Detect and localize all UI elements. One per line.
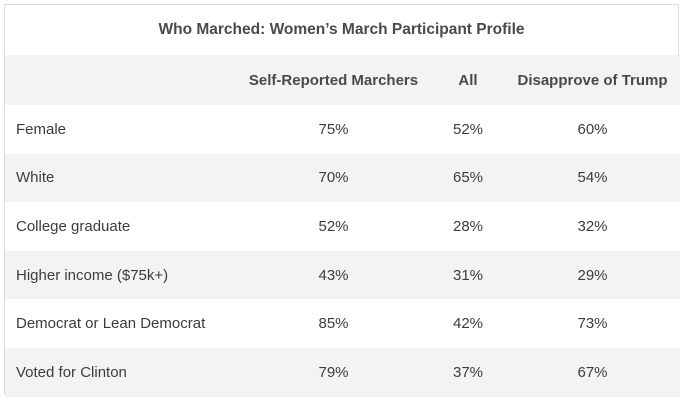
cell-value: 75% [318, 120, 349, 138]
table-row: Democrat or Lean Democrat 85% 42% 73% [5, 299, 680, 348]
table-row: Voted for Clinton 79% 37% 67% [5, 347, 680, 397]
cell-value: 43% [318, 266, 349, 284]
table-row: College graduate 52% 28% 32% [5, 202, 680, 251]
column-header-all: All [458, 71, 478, 89]
column-header-disapprove-of-trump: Disapprove of Trump [517, 71, 668, 89]
cell-value: 67% [577, 363, 608, 381]
cell-value: 85% [318, 315, 349, 333]
table-row: Higher income ($75k+) 43% 31% 29% [5, 250, 680, 300]
cell-value: 37% [452, 363, 484, 381]
row-label: Democrat or Lean Democrat [16, 315, 206, 333]
cell-value: 79% [318, 363, 349, 381]
cell-value: 52% [452, 120, 484, 138]
table-card: Who Marched: Women’s March Participant P… [4, 4, 680, 397]
row-label: White [16, 169, 55, 187]
row-label: Higher income ($75k+) [16, 266, 169, 284]
participant-profile-table: Self-Reported Marchers All Disapprove of… [5, 55, 680, 397]
cell-value: 60% [577, 120, 608, 138]
table-row: Female 75% 52% 60% [5, 105, 680, 154]
cell-value: 70% [318, 169, 349, 187]
cell-value: 28% [452, 217, 484, 235]
cell-value: 73% [577, 315, 608, 333]
cell-value: 65% [452, 169, 484, 187]
cell-value: 29% [577, 266, 608, 284]
row-label: Voted for Clinton [16, 363, 127, 381]
cell-value: 54% [577, 169, 608, 187]
row-label: College graduate [16, 217, 131, 235]
cell-value: 32% [577, 217, 608, 235]
row-label: Female [16, 120, 67, 138]
column-header-row-label [5, 55, 236, 105]
column-header-self-reported-marchers: Self-Reported Marchers [248, 71, 419, 89]
table-title: Who Marched: Women’s March Participant P… [5, 5, 678, 55]
header-row: Self-Reported Marchers All Disapprove of… [5, 55, 680, 105]
cell-value: 31% [452, 266, 484, 284]
cell-value: 52% [318, 217, 349, 235]
cell-value: 42% [452, 315, 484, 333]
table-row: White 70% 65% 54% [5, 153, 680, 203]
